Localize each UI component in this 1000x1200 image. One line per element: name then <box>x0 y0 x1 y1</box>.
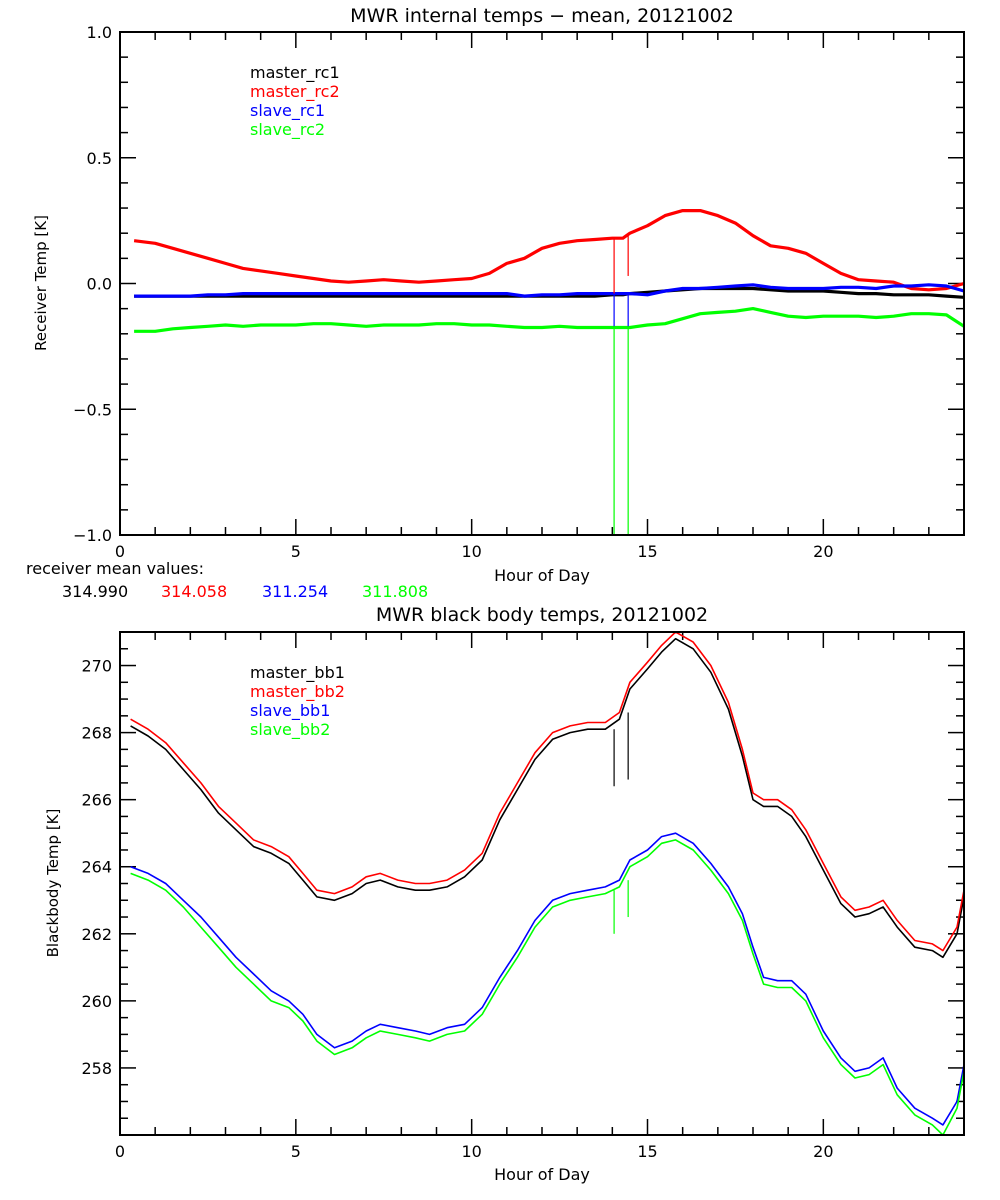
bottom-x-tick-label: 5 <box>291 1142 301 1161</box>
legend-entry-master_rc1: master_rc1 <box>250 63 340 83</box>
receiver-temp-chart: MWR internal temps − mean, 20121002 Rece… <box>32 5 965 585</box>
bottom-y-tick-label: 266 <box>81 791 112 810</box>
bottom-y-tick-label: 262 <box>81 925 112 944</box>
top-y-tick-label: −0.5 <box>73 400 112 419</box>
receiver-mean-value-3: 311.254 <box>262 582 328 601</box>
series-slave_bb2 <box>130 839 965 1136</box>
top-y-tick-label: 0.5 <box>87 149 112 168</box>
top-x-tick-label: 20 <box>813 542 833 561</box>
bottom-chart-xlabel: Hour of Day <box>494 1165 590 1184</box>
series-master_bb2 <box>130 631 965 952</box>
top-x-tick-label: 15 <box>637 542 657 561</box>
legend-entry-slave_rc1: slave_rc1 <box>250 101 325 121</box>
legend-entry-master_bb1: master_bb1 <box>250 663 345 683</box>
bottom-y-tick-label: 268 <box>81 724 112 743</box>
bottom-x-tick-label: 15 <box>637 1142 657 1161</box>
bottom-x-tick-label: 10 <box>461 1142 481 1161</box>
top-x-tick-label: 5 <box>291 542 301 561</box>
top-chart-title: MWR internal temps − mean, 20121002 <box>350 5 734 27</box>
bottom-x-tick-label: 0 <box>115 1142 125 1161</box>
receiver-mean-label: receiver mean values: <box>26 559 204 578</box>
legend-entry-slave_bb2: slave_bb2 <box>250 720 330 740</box>
blackbody-temp-chart: MWR black body temps, 20121002 Blackbody… <box>44 604 965 1184</box>
receiver-mean-value-1: 314.990 <box>62 582 128 601</box>
series-master_rc2 <box>133 209 965 292</box>
top-chart-frame <box>119 31 965 536</box>
top-y-tick-label: 1.0 <box>87 23 112 42</box>
bottom-x-tick-label: 20 <box>813 1142 833 1161</box>
receiver-mean-values: receiver mean values: 314.990 314.058 31… <box>26 559 428 601</box>
bottom-y-tick-label: 258 <box>81 1059 112 1078</box>
receiver-mean-value-2: 314.058 <box>161 582 227 601</box>
top-y-tick-label: −1.0 <box>73 526 112 545</box>
legend-entry-master_rc2: master_rc2 <box>250 82 340 102</box>
top-x-tick-label: 10 <box>461 542 481 561</box>
series-slave_rc1 <box>134 283 965 298</box>
top-y-tick-label: 0.0 <box>87 275 112 294</box>
legend-entry-slave_bb1: slave_bb1 <box>250 701 330 721</box>
receiver-mean-value-4: 311.808 <box>362 582 428 601</box>
top-chart-ylabel: Receiver Temp [K] <box>32 215 50 351</box>
bottom-y-tick-label: 270 <box>81 657 112 676</box>
top-chart-xlabel: Hour of Day <box>494 566 590 585</box>
top-x-tick-label: 0 <box>115 542 125 561</box>
bottom-chart-title: MWR black body temps, 20121002 <box>376 604 708 626</box>
legend-entry-slave_rc2: slave_rc2 <box>250 120 325 140</box>
series-slave_rc2 <box>134 307 965 333</box>
series-master_bb1 <box>130 637 965 959</box>
series-slave_bb1 <box>130 832 965 1126</box>
bottom-y-tick-label: 260 <box>81 992 112 1011</box>
bottom-chart-frame <box>119 631 965 1136</box>
bottom-y-tick-label: 264 <box>81 858 112 877</box>
legend-entry-master_bb2: master_bb2 <box>250 682 345 702</box>
bottom-chart-ylabel: Blackbody Temp [K] <box>44 809 62 958</box>
